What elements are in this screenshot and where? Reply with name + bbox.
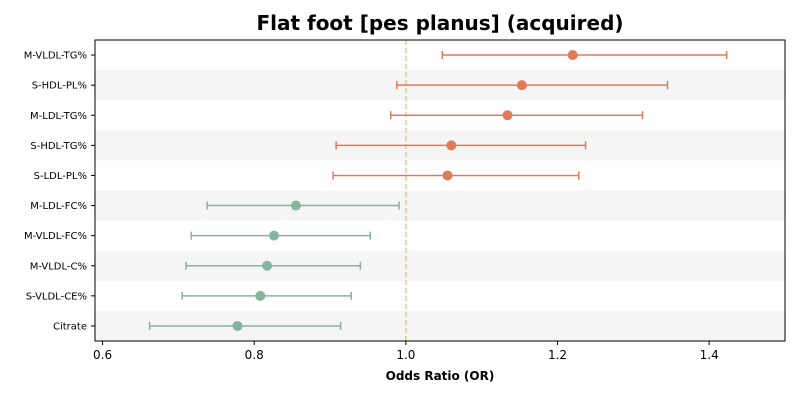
row-bands <box>95 70 785 341</box>
plot-frame <box>94 39 786 342</box>
y-tick-labels: M-VLDL-TG% S-HDL-PL% M-LDL-TG% S-HDL-TG% S-L… <box>24 51 95 332</box>
x-tick-label: 0.6 <box>93 348 112 362</box>
y-tick-label: M-VLDL-FC% <box>24 231 87 242</box>
error-bars <box>148 51 728 330</box>
data-point <box>290 200 301 211</box>
x-tick-labels: 0.6 0.8 1.0 1.2 1.4 <box>93 341 719 362</box>
y-tick-label: S-LDL-PL% <box>34 171 87 182</box>
y-tick-label: S-VLDL-CE% <box>26 291 87 302</box>
data-point <box>232 320 243 331</box>
y-tick-label: Citrate <box>53 321 87 332</box>
x-tick-label: 1.4 <box>700 348 719 362</box>
y-tick-label: M-VLDL-TG% <box>24 51 87 62</box>
data-point <box>255 290 266 301</box>
data-point <box>567 50 578 61</box>
row-band <box>95 190 785 221</box>
data-point <box>502 110 513 121</box>
data-point <box>268 230 279 241</box>
data-point <box>446 140 457 151</box>
x-axis-label: Odds Ratio (OR) <box>386 369 495 383</box>
x-tick-label: 1.0 <box>396 348 415 362</box>
y-tick-label: M-VLDL-C% <box>30 261 87 272</box>
data-point <box>516 80 527 91</box>
y-tick-label: M-LDL-FC% <box>30 201 87 212</box>
x-tick-label: 1.2 <box>548 348 567 362</box>
data-point <box>442 170 453 181</box>
y-tick-label: M-LDL-TG% <box>30 111 87 122</box>
y-tick-label: S-HDL-PL% <box>32 81 87 92</box>
data-points <box>232 50 578 331</box>
data-point <box>262 260 273 271</box>
x-tick-label: 0.8 <box>245 348 264 362</box>
chart-title: Flat foot [pes planus] (acquired) <box>256 11 623 35</box>
y-tick-label: S-HDL-TG% <box>30 141 87 152</box>
